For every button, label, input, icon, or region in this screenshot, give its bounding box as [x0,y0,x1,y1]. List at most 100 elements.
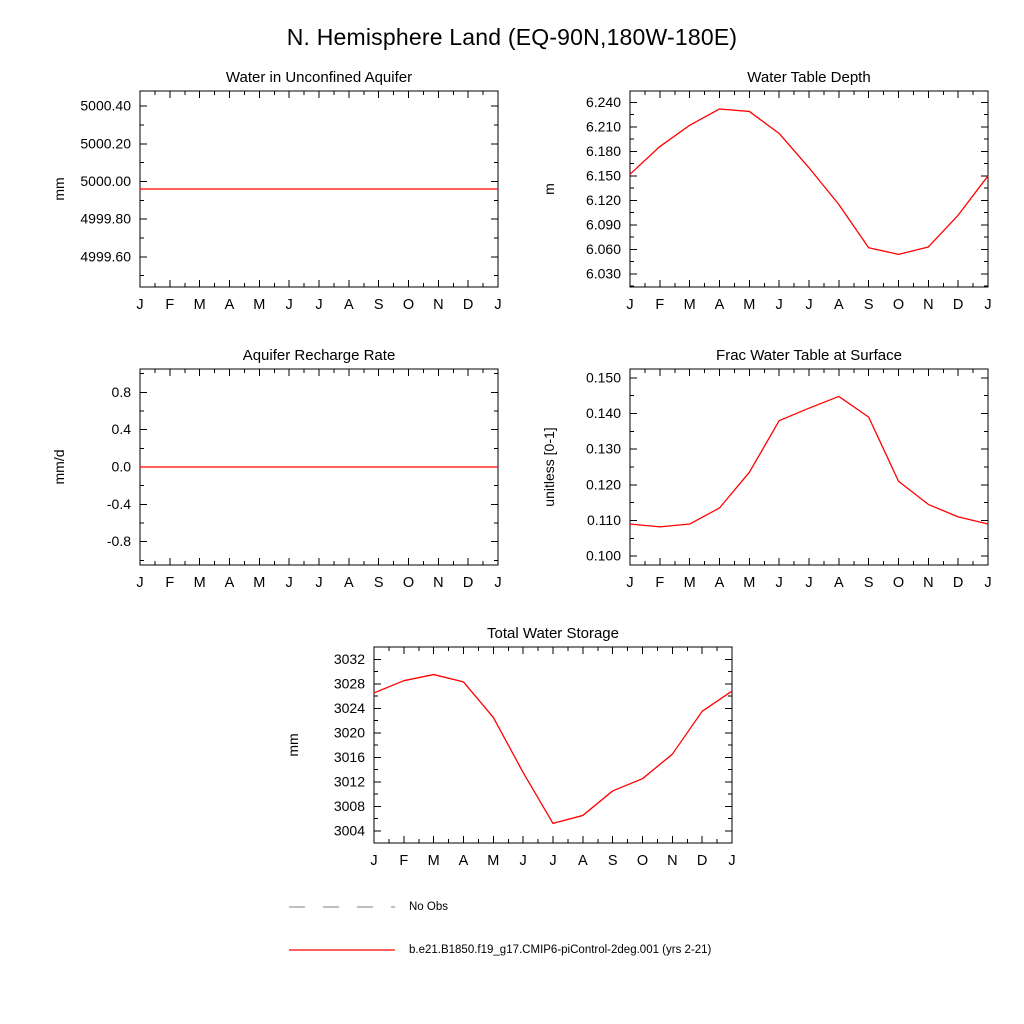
x-tick-label: J [549,853,556,869]
chart-svg: Total Water Storage mm J F M A M J J A S O N D J 3004 30… [285,625,736,869]
chart-ylabel: mm [51,177,67,200]
x-tick-label: J [805,575,812,591]
y-tick-label: 5000.00 [80,173,131,189]
x-tick-label: M [253,297,265,313]
chart-title: Water in Unconfined Aquifer [226,69,412,86]
x-tick-label: O [893,297,904,313]
y-tick-label: 0.8 [112,384,132,400]
no-obs-dashed-line-sample [289,906,395,908]
y-tick-label: 0.100 [586,548,621,564]
x-tick-label: S [608,853,618,869]
x-tick-label: J [984,297,991,313]
x-tick-label: M [428,853,440,869]
plot-frame [629,368,989,566]
y-tick-label: 3032 [334,651,365,667]
x-tick-label: M [684,297,696,313]
x-tick-label: J [494,297,501,313]
chart-svg: Water in Unconfined Aquifer mm J F M A M J J A S O N… [51,69,502,313]
x-tick-label: J [728,853,735,869]
y-tick-label: 6.090 [586,216,621,232]
legend-label-model-run: b.e21.B1850.f19_g17.CMIP6-piControl-2deg… [409,944,712,956]
x-tick-label: J [136,575,143,591]
x-tick-label: M [684,575,696,591]
x-tick-label: J [286,297,293,313]
y-tick-label: 6.240 [586,94,621,110]
legend-item-no-obs: No Obs [287,901,1024,913]
charts-row-3: Total Water Storage mm J F M A M J J A S O N D J 3004 30… [0,621,1024,885]
x-tick-label: O [403,575,414,591]
x-tick-label: N [433,575,443,591]
x-tick-label: M [743,575,755,591]
axis-ticks [629,369,989,565]
x-tick-label: J [315,297,322,313]
chart-title: Water Table Depth [747,69,870,86]
series-line [629,395,989,528]
chart-aquifer-recharge-rate: Aquifer Recharge Rate mm/d J F M A M J J A S O N D J -0… [44,343,512,607]
x-tick-label: J [315,575,322,591]
x-tick-label: J [136,297,143,313]
x-tick-label: F [165,575,174,591]
y-tick-label: 3024 [334,700,365,716]
y-tick-label: 0.130 [586,441,621,457]
x-tick-label: A [834,297,844,313]
x-tick-label: M [487,853,499,869]
chart-water-table-depth: Water Table Depth m J F M A M J J A S O N D J 6.030 6.06… [534,65,1002,329]
x-tick-label: D [697,853,707,869]
y-tick-label: 0.4 [112,421,132,437]
x-tick-label: A [344,575,354,591]
x-tick-label: N [433,297,443,313]
x-tick-label: J [370,853,377,869]
x-tick-label: M [743,297,755,313]
x-tick-label: A [715,297,725,313]
y-tick-label: 3012 [334,773,365,789]
y-tick-label: 4999.60 [80,248,131,264]
chart-title: Total Water Storage [487,625,619,642]
x-tick-label: S [864,297,874,313]
page-title: N. Hemisphere Land (EQ-90N,180W-180E) [286,24,738,50]
x-tick-label: A [225,297,235,313]
chart-ylabel: unitless [0-1] [541,427,557,506]
chart-ylabel: mm/d [51,450,67,485]
chart-svg: Water Table Depth m J F M A M J J A S O N D J 6.030 6.06… [541,69,992,313]
y-tick-label: 5000.40 [80,98,131,114]
plot-frame [629,90,989,288]
x-tick-label: A [459,853,469,869]
x-tick-label: O [403,297,414,313]
x-tick-label: N [667,853,677,869]
y-tick-label: 0.110 [587,512,621,528]
x-tick-label: D [463,297,473,313]
y-tick-label: -0.8 [107,533,131,549]
chart-total-water-storage: Total Water Storage mm J F M A M J J A S O N D J 3004 30… [278,621,746,885]
x-tick-label: A [715,575,725,591]
charts-row-2: Aquifer Recharge Rate mm/d J F M A M J J A S O N D J -0… [0,343,1024,607]
y-tick-label: 6.030 [586,265,621,281]
y-tick-label: 0.120 [586,476,621,492]
x-tick-label: S [374,575,384,591]
y-tick-label: 3020 [334,724,365,740]
x-tick-label: J [626,575,633,591]
chart-title: Frac Water Table at Surface [716,347,902,364]
x-tick-label: A [344,297,354,313]
chart-ylabel: mm [285,733,301,756]
x-tick-label: F [655,297,664,313]
axis-ticks [373,647,733,843]
axis-ticks [139,369,499,565]
x-tick-label: O [637,853,648,869]
x-tick-label: F [165,297,174,313]
x-tick-label: M [194,297,206,313]
chart-frac-water-table-at-surface: Frac Water Table at Surface unitless [0-1… [534,343,1002,607]
x-tick-label: D [953,575,963,591]
axis-ticks [629,91,989,287]
y-tick-label: 3008 [334,798,365,814]
series-line [373,673,733,825]
y-tick-label: 6.060 [586,241,621,257]
chart-title: Aquifer Recharge Rate [243,347,396,364]
y-tick-label: 3016 [334,749,365,765]
x-tick-label: J [776,575,783,591]
axis-ticks [139,91,499,287]
y-tick-label: 6.120 [586,192,621,208]
chart-water-in-unconfined-aquifer: Water in Unconfined Aquifer mm J F M A M J J A S O N… [44,65,512,329]
y-tick-label: 6.180 [586,143,621,159]
charts-row-1: Water in Unconfined Aquifer mm J F M A M J J A S O N… [0,65,1024,329]
